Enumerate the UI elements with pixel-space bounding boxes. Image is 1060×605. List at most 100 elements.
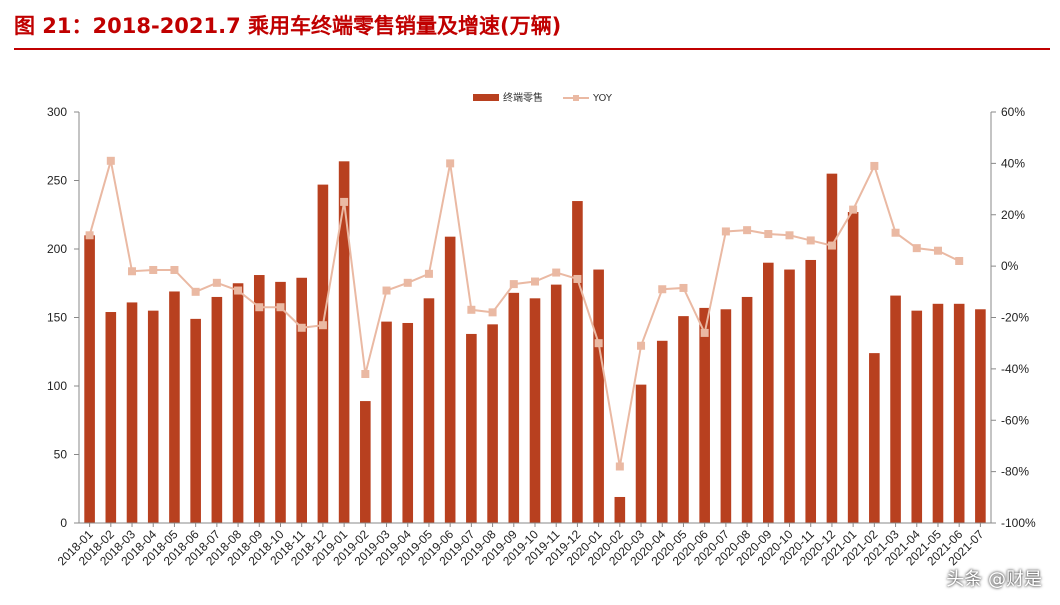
yoy-point-2019-01 xyxy=(340,197,349,206)
bar-2018-07 xyxy=(211,296,223,523)
bar-2021-01 xyxy=(847,212,859,523)
yoy-point-2019-10 xyxy=(531,277,539,286)
bar-2020-05 xyxy=(678,316,689,523)
yoy-point-2020-03 xyxy=(637,341,646,350)
y-left-tick-label: 150 xyxy=(47,311,67,325)
bar-2019-07 xyxy=(466,333,477,523)
y-left-tick-label: 250 xyxy=(47,174,67,188)
yoy-point-2020-01 xyxy=(594,339,603,348)
yoy-point-2020-11 xyxy=(806,236,815,245)
bar-2019-11 xyxy=(550,284,562,523)
yoy-point-2021-05 xyxy=(933,246,942,255)
yoy-point-2020-12 xyxy=(827,241,836,250)
bar-2018-05 xyxy=(169,291,180,523)
y-right-tick-label: -60% xyxy=(1001,413,1029,427)
bar-2018-08 xyxy=(232,283,244,523)
yoy-point-2021-03 xyxy=(891,228,900,237)
y-right-tick-label: -40% xyxy=(1001,362,1029,376)
yoy-point-2019-03 xyxy=(382,286,391,295)
watermark: 头条 @财是 xyxy=(946,569,1042,590)
bar-2019-08 xyxy=(487,324,498,523)
bar-2018-12 xyxy=(317,184,329,524)
bar-2020-04 xyxy=(656,340,668,523)
yoy-point-2020-02 xyxy=(615,462,624,471)
bar-2020-01 xyxy=(593,269,604,523)
bar-2019-03 xyxy=(381,321,392,523)
legend-swatch-yoy-marker xyxy=(573,95,579,101)
bar-2020-07 xyxy=(720,309,732,523)
yoy-point-2020-08 xyxy=(743,226,752,235)
bar-2021-02 xyxy=(869,353,880,523)
yoy-point-2020-04 xyxy=(658,285,667,294)
bar-2019-04 xyxy=(402,322,414,523)
yoy-point-2021-06 xyxy=(955,256,964,265)
y-left-tick-label: 50 xyxy=(54,448,68,462)
yoy-point-2019-06 xyxy=(446,159,455,168)
y-right-tick-label: 60% xyxy=(1001,105,1025,119)
bar-2018-02 xyxy=(105,312,117,523)
yoy-point-2018-09 xyxy=(255,303,264,312)
yoy-point-2019-05 xyxy=(424,269,433,278)
yoy-point-2020-07 xyxy=(721,227,730,236)
bar-2020-10 xyxy=(784,269,795,523)
yoy-point-2018-12 xyxy=(318,321,327,330)
bar-2019-12 xyxy=(572,201,583,524)
bar-2018-03 xyxy=(126,302,138,523)
yoy-point-2021-04 xyxy=(912,244,921,253)
y-right-tick-label: 0% xyxy=(1001,259,1019,273)
legend-swatch-retail xyxy=(473,94,499,101)
yoy-point-2020-06 xyxy=(700,328,709,337)
y-right-tick-label: -100% xyxy=(1001,516,1036,530)
bar-2020-11 xyxy=(805,259,817,523)
legend-label-yoy: YOY xyxy=(592,93,613,104)
bar-2019-01 xyxy=(338,161,350,523)
yoy-point-2018-03 xyxy=(128,267,137,276)
bar-2019-10 xyxy=(529,298,541,523)
bar-2020-12 xyxy=(826,173,838,523)
yoy-point-2019-11 xyxy=(552,268,561,277)
y-right-tick-label: -80% xyxy=(1001,465,1029,479)
bar-2018-06 xyxy=(190,318,201,523)
yoy-point-2018-06 xyxy=(191,287,200,296)
yoy-point-2018-01 xyxy=(85,231,94,240)
yoy-point-2018-11 xyxy=(297,323,306,332)
y-right-tick-label: 20% xyxy=(1001,208,1025,222)
yoy-point-2018-02 xyxy=(106,156,115,165)
yoy-point-2018-05 xyxy=(170,265,179,274)
bar-2018-11 xyxy=(296,277,307,523)
yoy-point-2018-10 xyxy=(276,303,285,312)
y-left-tick-label: 100 xyxy=(47,379,67,393)
legend-label-retail: 终端零售 xyxy=(503,91,543,104)
bar-2018-01 xyxy=(84,235,95,524)
yoy-line-series xyxy=(85,156,964,471)
yoy-point-2019-04 xyxy=(403,278,412,287)
bar-2020-03 xyxy=(635,384,647,523)
bar-2021-06 xyxy=(953,303,965,523)
page-title: 图 21：2018-2021.7 乘用车终端零售销量及增速(万辆) xyxy=(14,14,562,38)
y-right-tick-label: 40% xyxy=(1001,156,1025,170)
yoy-point-2019-08 xyxy=(488,308,497,317)
bar-2020-06 xyxy=(699,307,710,523)
yoy-point-2019-12 xyxy=(573,274,582,283)
yoy-point-2021-02 xyxy=(870,161,879,170)
bar-2020-08 xyxy=(741,296,753,523)
yoy-point-2019-09 xyxy=(509,280,518,289)
y-left-tick-label: 300 xyxy=(47,105,67,119)
bar-2021-04 xyxy=(911,310,923,523)
axes: 0 50 100 150 200 250 300 -100% -80% -60% -40% -20% 0… xyxy=(47,105,1036,568)
bar-2020-09 xyxy=(763,262,774,523)
yoy-point-2019-02 xyxy=(361,370,370,379)
yoy-point-2018-08 xyxy=(234,286,243,295)
bar-series xyxy=(84,161,986,524)
bar-2019-02 xyxy=(360,401,371,523)
yoy-point-2018-04 xyxy=(149,265,158,274)
yoy-point-2021-01 xyxy=(849,205,858,214)
y-right-tick-label: -20% xyxy=(1001,311,1029,325)
yoy-point-2018-07 xyxy=(212,278,221,287)
yoy-point-2020-05 xyxy=(679,283,688,292)
bar-2018-09 xyxy=(253,275,265,523)
yoy-point-2020-09 xyxy=(764,230,773,239)
title-divider xyxy=(14,48,1050,50)
bar-2018-04 xyxy=(147,310,159,523)
